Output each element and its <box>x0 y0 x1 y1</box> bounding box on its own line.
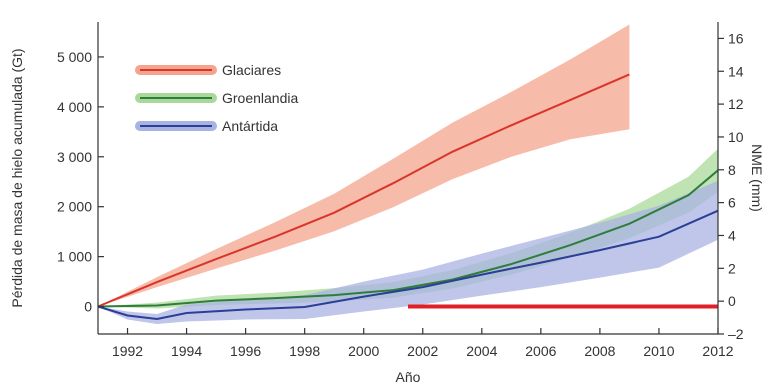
x-tick-label: 1994 <box>171 343 202 359</box>
x-tick-label: 1996 <box>230 343 261 359</box>
line-groenlandia <box>97 169 719 308</box>
x-tick-label: 2000 <box>348 343 379 359</box>
series-lines <box>97 73 719 321</box>
line-glaciares <box>97 73 630 308</box>
x-tick-label: 2012 <box>702 343 733 359</box>
x-axis-title: Año <box>396 369 421 385</box>
x-tick-label: 2006 <box>525 343 556 359</box>
y-tick-label: 0 <box>84 299 92 315</box>
x-tick-label: 2008 <box>584 343 615 359</box>
y2-tick-label: 4 <box>728 227 736 243</box>
y2-tick-label: 0 <box>728 293 736 309</box>
y-axis-title: Pérdida de masa de hielo acumulada (Gt) <box>9 48 25 307</box>
y2-tick-label: 10 <box>728 129 744 145</box>
y2-tick-label: –2 <box>728 326 744 342</box>
y2-tick-label: 2 <box>728 260 736 276</box>
y-tick-label: 2 000 <box>57 199 92 215</box>
legend-label-antartida: Antártida <box>222 118 278 134</box>
legend-label-glaciares: Glaciares <box>222 62 281 78</box>
ticks: 1992 1994 1996 1998 2000 2002 2004 2006 2008 2010… <box>57 30 744 359</box>
axes <box>97 22 719 335</box>
y-tick-label: 4 000 <box>57 99 92 115</box>
y2-axis-title: NME (mm) <box>749 144 765 212</box>
legend: Glaciares Groenlandia Antártida <box>135 62 298 134</box>
x-tick-label: 1992 <box>112 343 143 359</box>
x-tick-label: 2004 <box>466 343 497 359</box>
y-tick-label: 3 000 <box>57 149 92 165</box>
line-antartida <box>97 209 719 321</box>
y2-tick-label: 8 <box>728 162 736 178</box>
y-tick-label: 1 000 <box>57 249 92 265</box>
x-tick-label: 1998 <box>289 343 320 359</box>
y2-tick-label: 14 <box>728 63 744 79</box>
y-tick-label: 5 000 <box>57 49 92 65</box>
x-tick-label: 2010 <box>643 343 674 359</box>
y2-tick-label: 12 <box>728 96 744 112</box>
x-tick-label: 2002 <box>407 343 438 359</box>
y2-tick-label: 16 <box>728 30 744 46</box>
legend-label-groenlandia: Groenlandia <box>222 90 298 106</box>
y2-tick-label: 6 <box>728 195 736 211</box>
